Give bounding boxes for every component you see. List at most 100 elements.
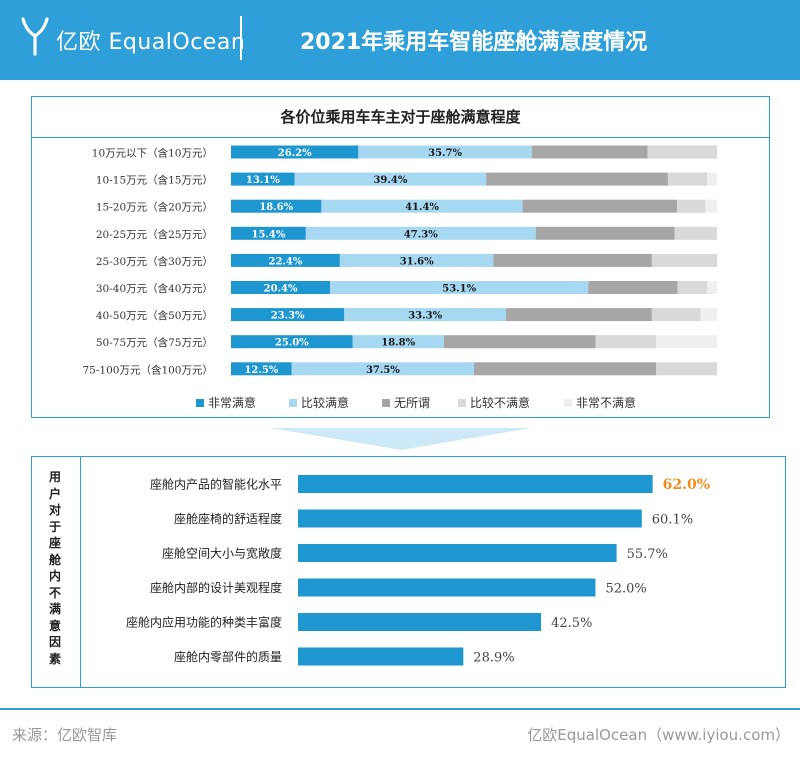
factor-bar xyxy=(298,509,642,528)
stacked-bar-segment xyxy=(344,308,507,322)
factor-bar xyxy=(298,544,617,562)
stacked-bar-segment xyxy=(231,335,353,349)
segment-value-label: 20.4% xyxy=(264,284,298,295)
segment-value-label: 15.4% xyxy=(251,229,285,240)
footer-divider xyxy=(0,708,800,710)
stacked-bar-segment xyxy=(705,199,717,213)
stacked-bar-segment xyxy=(656,362,717,376)
factor-value-label: 52.0% xyxy=(605,582,646,597)
footer-brand: 亿欧EqualOcean（www.iyiou.com） xyxy=(527,726,790,744)
factor-bar xyxy=(298,647,464,666)
brand-name: 亿欧 EqualOcean xyxy=(56,30,246,55)
category-label: 25-30万元（含30万元） xyxy=(96,255,213,268)
category-label: 40-50万元（含50万元） xyxy=(96,309,213,322)
legend-label: 无所谓 xyxy=(394,396,430,410)
segment-value-label: 31.6% xyxy=(400,256,434,267)
stacked-bar-segment xyxy=(352,335,444,349)
factor-label: 座舱内零部件的质量 xyxy=(174,649,282,664)
stacked-bar-segment xyxy=(677,199,706,213)
segment-value-label: 37.5% xyxy=(366,365,400,376)
stacked-bar-segment xyxy=(305,226,536,240)
dissatisfaction-chart-title: 用户对于座舱内不满意因素 xyxy=(48,470,61,666)
legend-swatch xyxy=(289,399,297,407)
legend-label: 比较不满意 xyxy=(470,395,530,410)
legend-label: 比较满意 xyxy=(301,395,349,410)
factor-label: 座舱内产品的智能化水平 xyxy=(150,477,282,492)
down-arrow-icon xyxy=(271,428,531,450)
factor-label: 座舱空间大小与宽敞度 xyxy=(162,546,282,561)
legend-swatch xyxy=(458,399,466,407)
legend-swatch xyxy=(564,399,572,407)
segment-value-label: 18.8% xyxy=(381,338,415,349)
page-title: 2021年乘用车智能座舱满意度情况 xyxy=(300,30,648,55)
category-label: 10万元以下（含10万元） xyxy=(92,147,213,160)
factor-bar xyxy=(298,475,653,493)
segment-value-label: 53.1% xyxy=(442,284,476,295)
category-label: 20-25万元（含25万元） xyxy=(96,228,213,241)
stacked-bar-segment xyxy=(531,145,648,159)
stacked-bar-segment xyxy=(339,253,494,267)
header-divider xyxy=(240,16,242,60)
factor-value-label: 62.0% xyxy=(663,477,710,493)
stacked-bar-segment xyxy=(443,335,596,349)
stacked-bar-segment xyxy=(535,226,675,240)
segment-value-label: 47.3% xyxy=(404,229,438,240)
stacked-chart-title: 各价位乘用车车主对于座舱满意程度 xyxy=(32,97,769,138)
stacked-bar-segment xyxy=(700,308,717,322)
source-note: 来源：亿欧智库 xyxy=(12,726,118,744)
stacked-bar-segment xyxy=(231,362,292,376)
segment-value-label: 39.4% xyxy=(373,175,407,186)
category-label: 75-100万元（含100万元） xyxy=(83,363,214,376)
price-satisfaction-panel: 各价位乘用车车主对于座舱满意程度 xyxy=(31,96,770,418)
stacked-bar-segment xyxy=(474,362,657,376)
category-label: 50-75万元（含75万元） xyxy=(96,336,213,349)
stacked-bar-segment xyxy=(506,308,652,322)
category-label: 10-15万元（含15万元） xyxy=(96,174,213,187)
segment-value-label: 41.4% xyxy=(405,202,439,213)
legend-label: 非常不满意 xyxy=(576,395,636,410)
stacked-bar-segment xyxy=(231,308,345,322)
stacked-bar-segment xyxy=(588,281,678,294)
stacked-bar-segment xyxy=(656,335,717,349)
dissatisfaction-panel: 用户对于座舱内不满意因素 xyxy=(31,456,786,688)
factor-bar xyxy=(298,578,596,597)
legend-label: 非常满意 xyxy=(208,395,256,410)
stacked-bar-segment xyxy=(358,145,532,159)
stacked-bar-segment xyxy=(321,199,523,213)
stacked-bar-segment xyxy=(595,335,657,349)
dissatisfaction-side-label-box: 用户对于座舱内不满意因素 xyxy=(32,457,81,687)
segment-value-label: 26.2% xyxy=(278,148,312,159)
stacked-bar-segment xyxy=(667,172,708,186)
stacked-bar-segment xyxy=(330,281,589,294)
stacked-bar-segment xyxy=(231,281,331,294)
segment-value-label: 23.3% xyxy=(271,311,305,322)
factor-label: 座舱内应用功能的种类丰富度 xyxy=(126,615,282,630)
segment-value-label: 25.0% xyxy=(275,338,309,349)
equalocean-logo-icon xyxy=(21,17,49,56)
stacked-bar-segment xyxy=(677,281,708,294)
factor-label: 座舱内部的设计美观程度 xyxy=(150,580,282,595)
stacked-bar-segment xyxy=(522,199,678,213)
stacked-bar-segment xyxy=(231,172,295,186)
legend-swatch xyxy=(382,399,390,407)
category-label: 15-20万元（含20万元） xyxy=(96,201,213,214)
factor-value-label: 55.7% xyxy=(627,547,668,562)
stacked-bar-segment xyxy=(294,172,487,186)
segment-value-label: 22.4% xyxy=(269,256,303,267)
segment-value-label: 35.7% xyxy=(428,148,462,159)
factor-value-label: 42.5% xyxy=(551,616,592,631)
stacked-bar-segment xyxy=(707,281,717,294)
stacked-bar-segment xyxy=(291,362,474,376)
category-label: 30-40万元（含40万元） xyxy=(96,282,213,295)
factor-value-label: 60.1% xyxy=(652,513,693,528)
stacked-bar-segment xyxy=(707,172,717,186)
stacked-bar-segment xyxy=(651,253,717,267)
factor-bar xyxy=(298,613,542,631)
header-banner: 亿欧 EqualOcean 2021年乘用车智能座舱满意度情况 xyxy=(0,0,800,80)
segment-value-label: 33.3% xyxy=(408,311,442,322)
stacked-bar-segment xyxy=(231,226,306,240)
stacked-bar-segment xyxy=(231,199,322,213)
stacked-bar-segment xyxy=(647,145,717,159)
stacked-bar-segment xyxy=(231,253,340,267)
